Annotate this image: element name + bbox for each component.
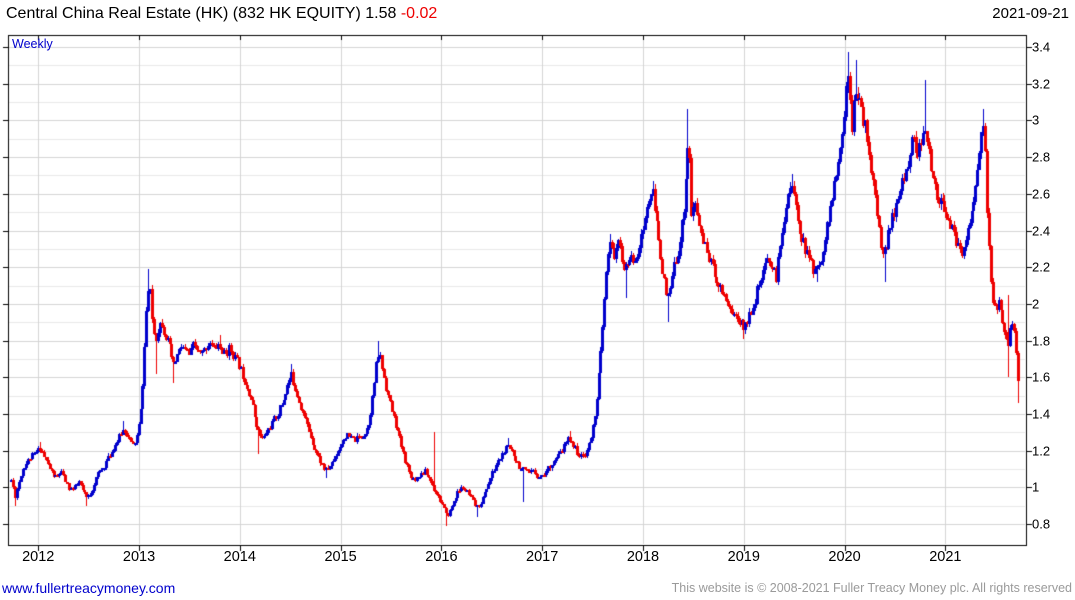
- x-axis-label: 2017: [526, 549, 559, 565]
- x-axis-label: 2013: [122, 549, 156, 565]
- price-change: -0.02: [400, 5, 438, 22]
- y-axis-label: 0.8: [1032, 516, 1051, 532]
- y-axis-label: 2.4: [1032, 223, 1051, 238]
- interval-label: Weekly: [12, 37, 53, 51]
- y-axis-label: 2.8: [1032, 149, 1051, 165]
- x-axis-label: 2015: [324, 549, 357, 565]
- y-axis-label: 1.2: [1032, 443, 1051, 459]
- y-axis-label: 1.6: [1032, 369, 1051, 385]
- y-axis-label: 2.6: [1032, 186, 1051, 202]
- x-axis-label: 2014: [223, 549, 256, 565]
- y-axis-label: 3: [1032, 112, 1040, 128]
- x-axis-label: 2021: [929, 549, 962, 565]
- chart-title: Central China Real Estate (HK) (832 HK E…: [6, 5, 437, 23]
- y-axis-label: 3.2: [1032, 76, 1051, 92]
- instrument-title: Central China Real Estate (HK) (832 HK E…: [6, 5, 361, 22]
- footer-site-link[interactable]: www.fullertreacymoney.com: [2, 580, 176, 596]
- y-axis-label: 2.2: [1032, 259, 1051, 275]
- y-axis-label: 1.4: [1032, 406, 1051, 422]
- x-axis-label: 2019: [727, 549, 760, 565]
- x-axis-label: 2018: [626, 549, 660, 565]
- last-price: 1.58: [365, 5, 397, 22]
- y-axis-label: 2: [1032, 296, 1040, 312]
- x-axis-label: 2020: [828, 549, 861, 565]
- y-axis-label: 1.8: [1032, 333, 1051, 349]
- chart-date: 2021-09-21: [992, 5, 1069, 22]
- x-axis-label: 2012: [22, 549, 55, 565]
- x-axis-label: 2016: [425, 549, 458, 565]
- y-axis-label: 1: [1032, 479, 1040, 495]
- footer-copyright: This website is © 2008-2021 Fuller Treac…: [671, 581, 1072, 595]
- y-axis-label: 3.4: [1032, 39, 1051, 55]
